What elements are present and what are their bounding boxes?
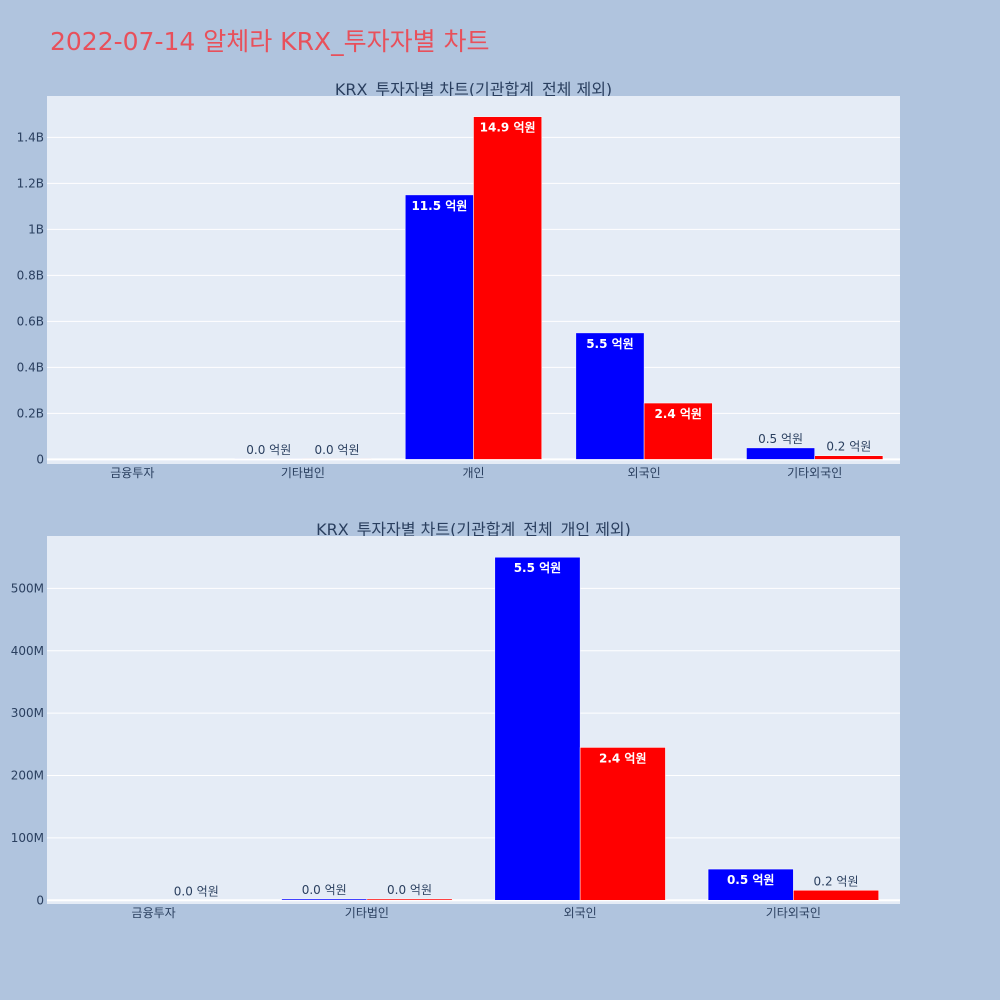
x-tick-label: 기타외국인 [787,466,842,480]
bar-data-label: 0.0 억원 [174,884,219,898]
y-tick-label: 500M [11,581,44,595]
y-tick-label: 0.4B [17,360,44,374]
bar [814,455,884,460]
bar [281,898,368,901]
subplot-title: KRX_투자자별 차트(기관합계_전체 제외) [335,80,612,100]
y-tick-label: 0.8B [17,268,44,282]
bar-data-label: 0.5 억원 [727,873,775,887]
bar [793,890,879,901]
x-tick-label: 기타외국인 [766,906,821,920]
y-tick-label: 0 [36,452,44,466]
bar-data-label: 2.4 억원 [654,407,702,421]
plot-area [47,536,900,904]
y-tick-label: 100M [11,831,44,845]
x-tick-label: 금융투자 [132,906,176,920]
bar-data-label: 0.2 억원 [826,440,871,454]
y-tick-label: 200M [11,769,44,783]
page-title: 2022-07-14 알체라 KRX_투자자별 차트 [50,27,490,56]
x-tick-label: 금융투자 [110,466,154,480]
bar [707,868,794,901]
bar-data-label: 0.2 억원 [814,874,859,888]
bar-data-label: 0.0 억원 [387,883,432,897]
y-tick-label: 300M [11,706,44,720]
bar [473,116,542,460]
y-tick-label: 1.4B [17,130,44,144]
y-tick-label: 0 [36,893,44,907]
bar-data-label: 14.9 억원 [480,121,536,135]
bar [405,194,474,460]
bar [579,747,666,901]
x-tick-label: 외국인 [564,906,597,920]
bar-data-label: 0.5 억원 [758,432,803,446]
x-tick-label: 기타법인 [345,906,389,920]
y-tick-label: 1B [28,222,44,236]
subplot-title: KRX_투자자별 차트(기관합계_전체_개인 제외) [316,520,631,540]
bar-data-label: 0.0 억원 [246,443,291,457]
chart-bottom: KRX_투자자별 차트(기관합계_전체_개인 제외) 0 100M 200M 300M 4… [11,520,900,920]
bar-data-label: 5.5 억원 [514,561,562,575]
y-tick-label: 1.2B [17,176,44,190]
y-tick-label: 400M [11,644,44,658]
bar-data-label: 0.0 억원 [302,883,347,897]
bar [494,556,581,901]
bar [366,898,453,901]
bar-data-label: 11.5 억원 [411,199,467,213]
y-tick-label: 0.2B [17,406,44,420]
y-tick-label: 0.6B [17,314,44,328]
bar [746,447,815,460]
x-tick-label: 개인 [462,466,484,480]
bar [643,402,713,460]
x-tick-label: 기타법인 [281,466,325,480]
chart-top: KRX_투자자별 차트(기관합계_전체 제외) 0 0.2B 0.4B 0.6B 0.8B… [17,80,900,480]
bar [575,332,645,460]
bar-data-label: 5.5 억원 [586,337,634,351]
bar-data-label: 0.0 억원 [315,443,360,457]
bar-data-label: 2.4 억원 [599,751,647,765]
x-tick-label: 외국인 [628,466,661,480]
